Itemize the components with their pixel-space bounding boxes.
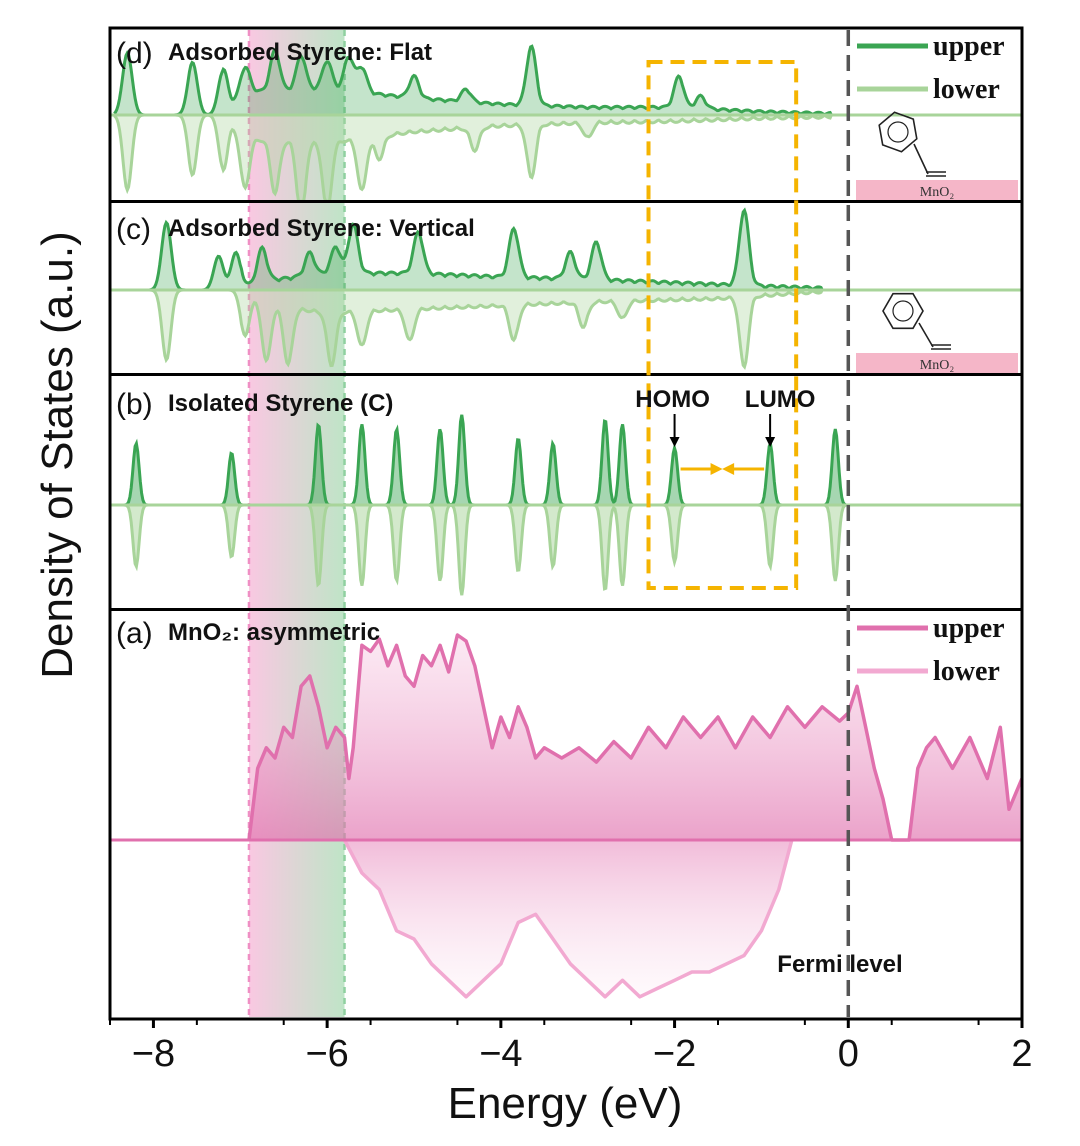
dos-curves	[110, 44, 1024, 999]
panel-frames	[108, 26, 1024, 1021]
homo-label: HOMO	[635, 386, 710, 413]
panel-d-letter: (d)	[116, 37, 153, 70]
panel-a-upper-line	[247, 633, 1024, 842]
panel-c-mno2-label: MnO₂	[920, 358, 955, 373]
panel-d-legend-lower: lower	[933, 74, 1000, 105]
panel-d-molecule-inset: MnO₂	[856, 111, 1018, 200]
gap-arrow-right-head	[710, 463, 723, 475]
panel-a-letter: (a)	[116, 617, 153, 650]
panel-d-mno2-label: MnO₂	[920, 185, 955, 200]
panel-a-legend-lower: lower	[933, 656, 1000, 687]
panel-d-benzene-ring	[878, 111, 918, 153]
homo-lumo-highlight-box	[646, 60, 799, 590]
panel-a-upper-fill	[248, 635, 1022, 840]
panel-a-title: (a) MnO₂: asymmetric	[116, 617, 380, 650]
lumo-pointer-head	[765, 437, 776, 447]
panel-c-title: (c) Adsorbed Styrene: Vertical	[116, 213, 475, 246]
panel-d-title-text: Adsorbed Styrene: Flat	[168, 39, 432, 66]
panel-c-benzene-ring	[882, 292, 924, 330]
y-axis-label: Density of States (a.u.)	[33, 231, 82, 679]
panel-a-legend-upper: upper	[933, 613, 1005, 644]
panel-a-title-text: MnO₂: asymmetric	[168, 619, 380, 646]
fermi-level-label: Fermi level	[777, 951, 902, 978]
panel-b-title-text: Isolated Styrene (C)	[168, 390, 393, 417]
panel-c-letter: (c)	[116, 213, 151, 246]
panel-a-lower-line	[342, 839, 794, 999]
panel-c-molecule-inset: MnO₂	[856, 292, 1018, 373]
panel-d-ring-circle	[887, 121, 909, 143]
panel-c-mno2-slab	[856, 353, 1018, 373]
panel-d-legend-upper: upper	[933, 31, 1005, 62]
x-tick-label: 2	[1011, 1033, 1032, 1075]
x-tick-label: −4	[479, 1033, 522, 1075]
x-tick-label: −6	[305, 1033, 348, 1075]
panel-c-lower-fill	[114, 290, 1023, 367]
lumo-label: LUMO	[745, 386, 816, 413]
panel-b-title: (b) Isolated Styrene (C)	[116, 388, 393, 421]
panel-d-lower-fill	[114, 115, 1023, 202]
panel-d-upper-fill	[114, 46, 1023, 115]
gap-arrow-left-head	[722, 463, 735, 475]
plot-frame	[108, 26, 1024, 1021]
panel-c-upper-fill	[114, 210, 1023, 290]
x-axis: −8 −6 −4 −2 0 2	[109, 1019, 1033, 1075]
annotations: Fermi level (d) Adsorbed Styrene: Flat (c) A…	[116, 30, 1018, 1017]
panel-a-lower-fill	[344, 840, 792, 997]
x-tick-label: 0	[838, 1033, 859, 1075]
x-tick-label: −2	[653, 1033, 696, 1075]
panel-c-vinyl-bond	[918, 322, 934, 348]
panel-d-vinyl-bond	[913, 143, 929, 175]
panel-b-letter: (b)	[116, 388, 153, 421]
panel-c-title-text: Adsorbed Styrene: Vertical	[168, 215, 475, 242]
panel-c-ring-circle	[892, 300, 914, 322]
panel-d-mno2-slab	[856, 180, 1018, 200]
x-tick-label: −8	[132, 1033, 175, 1075]
x-axis-label: Energy (eV)	[448, 1079, 683, 1128]
homo-pointer-head	[669, 437, 680, 447]
panel-d-title: (d) Adsorbed Styrene: Flat	[116, 37, 432, 70]
